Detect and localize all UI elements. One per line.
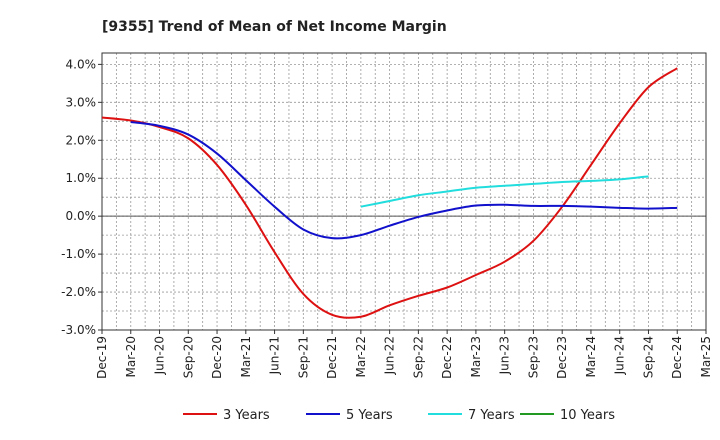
series-layer bbox=[101, 67, 678, 319]
y-tick-label: 2.0% bbox=[66, 133, 97, 147]
legend: 3 Years 5 Years 7 Years 10 Years bbox=[183, 408, 615, 423]
series-line-3-years bbox=[101, 67, 678, 319]
x-tick-label: Sep-24 bbox=[641, 336, 655, 378]
x-tick-label: Jun-24 bbox=[613, 336, 627, 375]
x-tick-label: Sep-21 bbox=[296, 336, 310, 378]
x-tick-label: Dec-20 bbox=[210, 336, 224, 379]
x-tick-label: Dec-23 bbox=[555, 336, 569, 379]
x-tick-label: Dec-21 bbox=[325, 336, 339, 379]
x-tick-label: Mar-22 bbox=[354, 336, 368, 377]
x-tick-label: Sep-22 bbox=[411, 336, 425, 378]
x-tick-label: Mar-25 bbox=[699, 336, 713, 377]
x-tick-label: Jun-20 bbox=[153, 336, 167, 375]
y-axis: 4.0% 3.0% 2.0% 1.0% 0.0% -1.0% -2.0% -3.0% bbox=[61, 57, 102, 337]
x-tick-label: Mar-24 bbox=[584, 336, 598, 377]
legend-label-3-years: 3 Years bbox=[223, 408, 270, 423]
plot-frame bbox=[101, 52, 707, 331]
y-tick-label: 1.0% bbox=[66, 171, 97, 185]
x-tick-label: Sep-23 bbox=[526, 336, 540, 378]
legend-label-7-years: 7 Years bbox=[468, 408, 515, 423]
x-tick-label: Dec-19 bbox=[95, 336, 109, 379]
x-tick-label: Jun-22 bbox=[383, 336, 397, 375]
y-tick-label: -2.0% bbox=[61, 285, 96, 299]
chart-title: [9355] Trend of Mean of Net Income Margi… bbox=[102, 19, 447, 35]
legend-label-5-years: 5 Years bbox=[346, 408, 393, 423]
y-tick-label: 3.0% bbox=[66, 95, 97, 109]
x-tick-label: Jun-23 bbox=[498, 336, 512, 375]
y-tick-label: -1.0% bbox=[61, 247, 96, 261]
x-tick-label: Mar-23 bbox=[469, 336, 483, 377]
x-tick-label: Sep-20 bbox=[181, 336, 195, 378]
y-tick-label: 4.0% bbox=[66, 57, 97, 71]
x-axis: Dec-19 Mar-20 Jun-20 Sep-20 Dec-20 Mar-21 Jun-… bbox=[95, 330, 713, 379]
x-tick-label: Jun-21 bbox=[268, 336, 282, 375]
x-tick-label: Mar-20 bbox=[124, 336, 138, 377]
x-tick-label: Dec-24 bbox=[670, 336, 684, 379]
x-tick-label: Dec-22 bbox=[440, 336, 454, 379]
x-tick-label: Mar-21 bbox=[239, 336, 253, 377]
series-line-7-years bbox=[360, 175, 649, 208]
y-tick-label: -3.0% bbox=[61, 323, 96, 337]
grid bbox=[101, 53, 707, 331]
y-tick-label: 0.0% bbox=[66, 209, 97, 223]
legend-label-10-years: 10 Years bbox=[560, 408, 615, 423]
series-line-5-years bbox=[130, 121, 678, 240]
